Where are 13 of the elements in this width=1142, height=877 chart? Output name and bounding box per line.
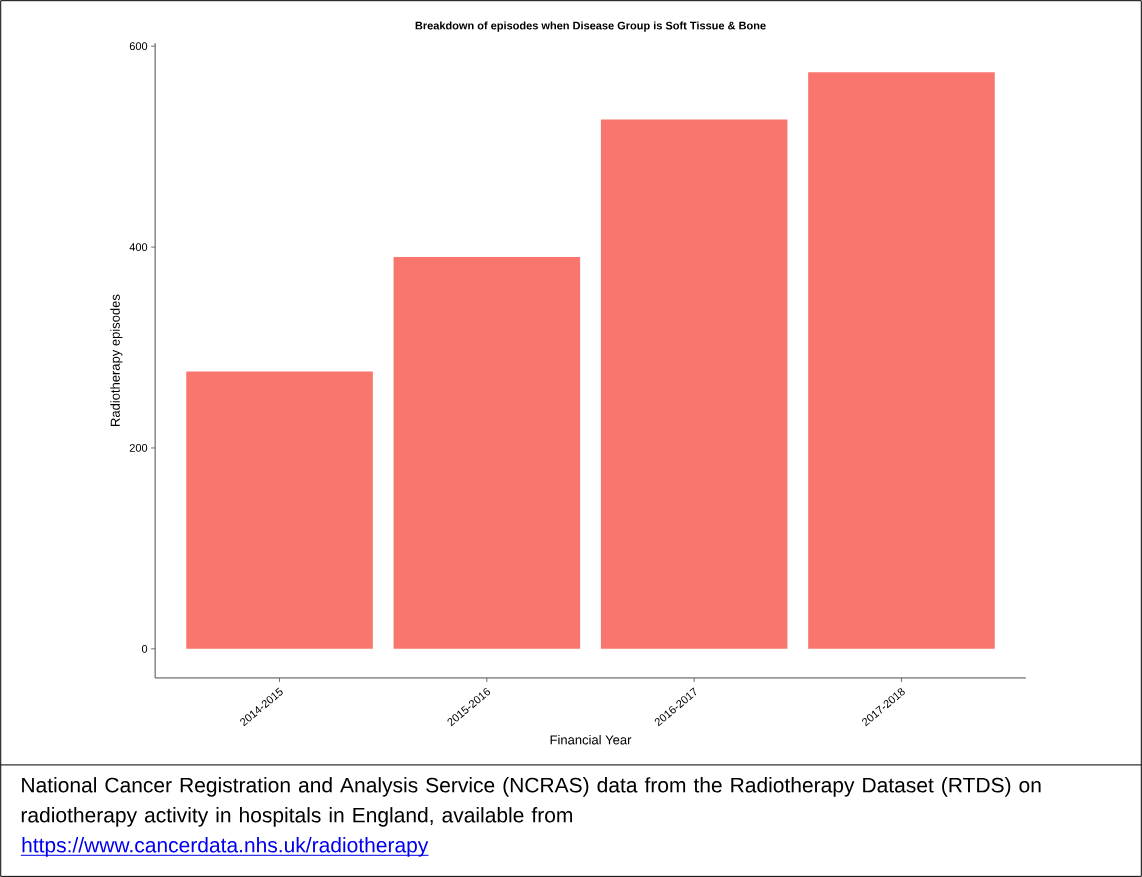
y-tick-label: 0	[141, 644, 148, 653]
y-axis-title: Radiotherapy episodes	[110, 294, 123, 426]
bar	[393, 257, 581, 649]
chart-title: Breakdown of episodes when Disease Group is Soft Tissue & Bone	[415, 21, 766, 32]
y-tick-label: 400	[129, 243, 148, 251]
y-tick-label: 200	[129, 444, 148, 452]
bar	[600, 119, 788, 649]
text: https://www.cancerdata.nhs.uk/radiotherapy	[22, 837, 429, 857]
x-axis-title: Financial Year	[550, 734, 632, 745]
bar	[186, 371, 373, 649]
text: National Cancer Registration and Analysis Service (NCRAS) data from the Radiotherapy Dataset (RTDS) on radiotherapy activity in hospitals in England, available from	[21, 777, 1041, 827]
bar	[808, 72, 995, 649]
y-tick-label: 600	[129, 42, 148, 51]
